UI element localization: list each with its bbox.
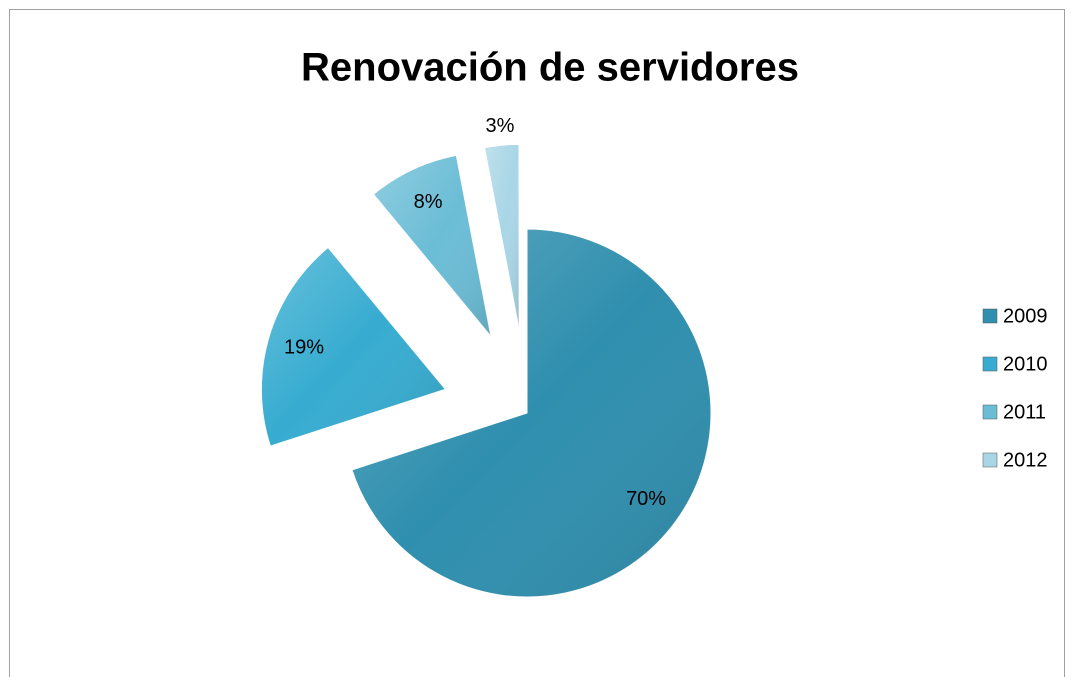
legend-swatch	[982, 356, 998, 372]
data-label: 19%	[284, 336, 324, 358]
slice-shine	[373, 155, 491, 337]
data-label: 3%	[486, 115, 515, 137]
legend-label: 2012	[1003, 449, 1048, 471]
chart-title: Renovación de servidores	[301, 46, 799, 90]
legend-label: 2010	[1003, 353, 1048, 375]
data-label: 8%	[414, 191, 443, 213]
legend-label: 2011	[1003, 401, 1046, 423]
data-label: 70%	[626, 488, 666, 510]
slice-shine	[484, 144, 520, 329]
legend-swatch	[982, 452, 998, 468]
slice-shine	[352, 229, 711, 597]
legend-swatch	[982, 308, 998, 324]
slice-shine	[261, 247, 446, 447]
legend-label: 2009	[1003, 305, 1048, 327]
legend-swatch	[982, 404, 998, 420]
